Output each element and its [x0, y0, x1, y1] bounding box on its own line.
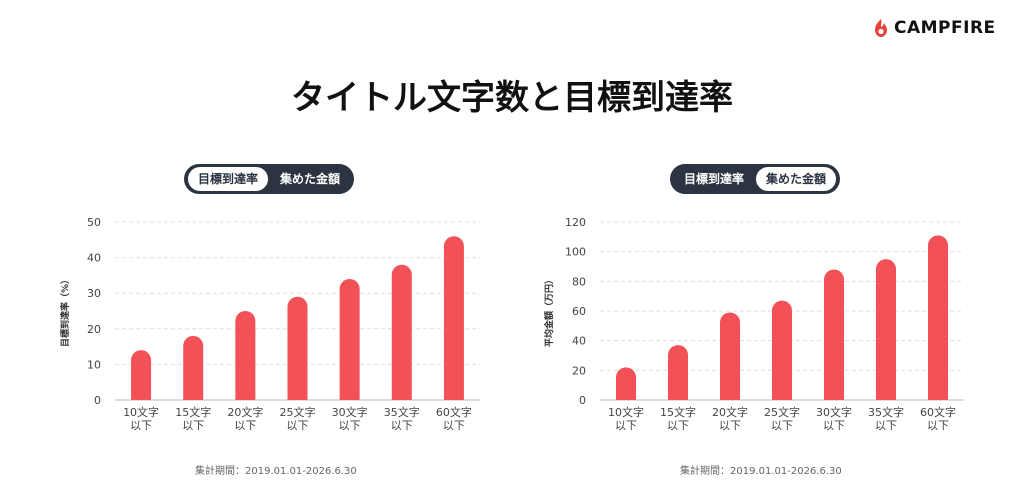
- x-tick-label: 以下: [771, 419, 793, 432]
- x-tick-label: 25文字: [280, 405, 316, 419]
- x-tick-label: 60文字: [436, 405, 472, 419]
- x-tick-label: 20文字: [712, 405, 748, 419]
- period-label: 集計期間：2019.01.01-2026.6.30: [195, 466, 357, 477]
- metric-toggle: 目標到達率 集めた金額: [670, 164, 841, 194]
- bar[interactable]: [824, 269, 844, 400]
- bar[interactable]: [876, 259, 896, 400]
- x-tick-label: 以下: [234, 419, 256, 432]
- y-tick-label: 40: [572, 335, 586, 348]
- logo-text: CAMPFIRE: [894, 18, 996, 38]
- y-tick-label: 60: [572, 305, 586, 318]
- bar[interactable]: [720, 312, 740, 400]
- y-tick-label: 20: [87, 323, 101, 336]
- x-tick-label: 以下: [287, 419, 309, 432]
- bar[interactable]: [616, 367, 636, 400]
- y-tick-label: 100: [565, 246, 586, 259]
- x-tick-label: 30文字: [816, 405, 852, 419]
- bar[interactable]: [339, 278, 360, 400]
- bar[interactable]: [443, 236, 464, 400]
- bar[interactable]: [772, 300, 792, 400]
- x-tick-label: 以下: [719, 419, 741, 432]
- y-tick-label: 40: [87, 252, 101, 265]
- period-label: 集計期間：2019.01.01-2026.6.30: [680, 466, 842, 477]
- x-tick-label: 60文字: [920, 405, 956, 419]
- x-tick-label: 以下: [182, 419, 204, 432]
- x-tick-label: 35文字: [384, 405, 420, 419]
- chart-goal-rate: 01020304050目標到達率（%）10文字以下15文字以下20文字以下25文…: [59, 216, 480, 432]
- x-tick-label: 以下: [823, 419, 845, 432]
- x-tick-label: 25文字: [764, 405, 800, 419]
- x-tick-label: 以下: [443, 419, 465, 432]
- chart-amount: 020406080100120平均金額（万円）10文字以下15文字以下20文字以…: [543, 216, 964, 432]
- y-tick-label: 30: [87, 287, 101, 300]
- metric-toggle: 目標到達率 集めた金額: [184, 164, 355, 194]
- toggle-amount[interactable]: 集めた金額: [756, 167, 837, 191]
- x-tick-label: 20文字: [227, 405, 263, 419]
- bar[interactable]: [928, 235, 948, 400]
- toggle-goal-rate[interactable]: 目標到達率: [188, 167, 269, 191]
- bar[interactable]: [391, 264, 412, 400]
- x-tick-label: 以下: [130, 419, 152, 432]
- panel-amount: 目標到達率 集めた金額 0 20 40 60 80 100 120 平均金額（万円） 10文字以…: [530, 160, 1010, 480]
- x-tick-label: 10文字: [608, 405, 644, 419]
- y-tick-label: 10: [87, 358, 101, 371]
- y-tick-label: 0: [579, 394, 586, 407]
- x-tick-label: 15文字: [660, 405, 696, 419]
- bar[interactable]: [287, 296, 308, 400]
- campfire-logo[interactable]: CAMPFIRE: [872, 18, 996, 38]
- y-tick-label: 0: [94, 394, 101, 407]
- bar[interactable]: [131, 350, 152, 400]
- y-tick-label: 120: [565, 216, 586, 229]
- x-tick-label: 10文字: [123, 405, 159, 419]
- page-title: タイトル文字数と目標到達率: [291, 78, 733, 118]
- panel-goal-rate: 目標到達率 集めた金額 0 10 20 30 40 50 目標到達率（%） 10文字 以下 15文…: [40, 160, 520, 480]
- y-axis-label: 平均金額（万円）: [543, 275, 555, 347]
- x-tick-label: 以下: [615, 419, 637, 432]
- y-tick-label: 20: [572, 364, 586, 377]
- x-tick-label: 以下: [875, 419, 897, 432]
- y-tick-label: 80: [572, 275, 586, 288]
- toggle-amount[interactable]: 集めた金額: [280, 172, 341, 186]
- x-tick-label: 30文字: [332, 405, 368, 419]
- x-tick-label: 以下: [667, 419, 689, 432]
- y-axis-label: 目標到達率（%）: [59, 275, 71, 347]
- bar[interactable]: [235, 311, 256, 400]
- flame-icon: [875, 19, 887, 37]
- bar[interactable]: [668, 345, 688, 400]
- x-tick-label: 以下: [391, 419, 413, 432]
- x-tick-label: 35文字: [868, 405, 904, 419]
- bar[interactable]: [183, 335, 204, 400]
- x-tick-label: 15文字: [175, 405, 211, 419]
- x-tick-label: 以下: [339, 419, 361, 432]
- y-tick-label: 50: [87, 216, 101, 229]
- x-tick-label: 以下: [927, 419, 949, 432]
- toggle-goal-rate[interactable]: 目標到達率: [684, 172, 745, 186]
